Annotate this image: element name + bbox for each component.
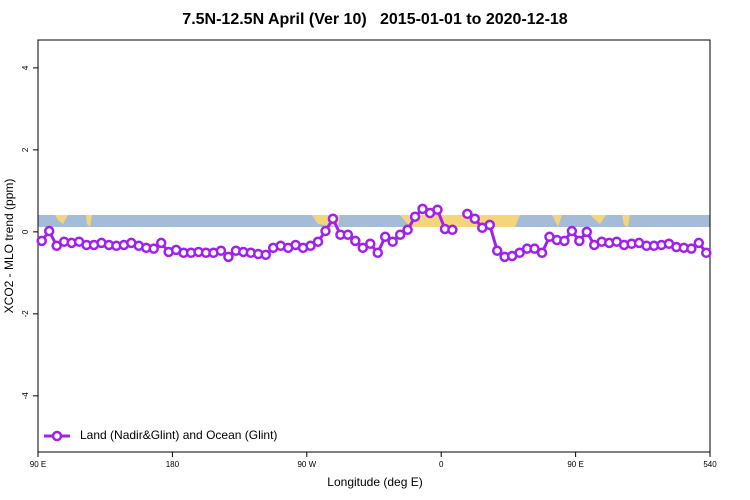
land-patch bbox=[590, 215, 606, 224]
data-point bbox=[342, 229, 354, 240]
data-point bbox=[320, 225, 331, 237]
data-point bbox=[51, 240, 62, 252]
data-point bbox=[312, 236, 324, 247]
data-point bbox=[462, 208, 473, 220]
data-point bbox=[701, 247, 712, 259]
data-point bbox=[260, 249, 271, 261]
data-point bbox=[536, 247, 548, 259]
data-point bbox=[581, 226, 593, 238]
data-point bbox=[409, 211, 421, 222]
data-point bbox=[43, 225, 55, 237]
data-point bbox=[566, 225, 578, 237]
data-point bbox=[215, 245, 227, 256]
land-patch bbox=[622, 215, 630, 227]
data-point bbox=[365, 238, 376, 249]
plot-frame bbox=[37, 39, 711, 453]
land-patch bbox=[86, 215, 92, 227]
x-tick-label: 540 bbox=[703, 460, 717, 469]
y-tick-label: -2 bbox=[21, 310, 30, 318]
data-point bbox=[432, 204, 443, 215]
x-axis-label: Longitude (deg E) bbox=[327, 475, 422, 489]
x-tick-label: 90 E bbox=[30, 460, 46, 469]
data-point bbox=[686, 243, 697, 254]
data-point bbox=[223, 251, 234, 263]
data-point bbox=[447, 224, 458, 236]
land-patch bbox=[552, 215, 562, 227]
land-patch bbox=[55, 215, 68, 224]
legend-marker bbox=[51, 430, 63, 442]
land-ocean-band bbox=[38, 215, 710, 227]
data-point bbox=[379, 231, 391, 243]
data-point bbox=[36, 235, 47, 247]
x-tick-label: 90 W bbox=[297, 460, 316, 469]
data-point bbox=[372, 247, 383, 259]
y-tick-label: -4 bbox=[21, 392, 30, 400]
data-point bbox=[350, 235, 361, 247]
data-point bbox=[693, 237, 705, 249]
data-point bbox=[155, 237, 167, 249]
x-tick-label: 0 bbox=[439, 460, 444, 469]
x-tick-label: 90 E bbox=[567, 460, 583, 469]
y-tick-label: 2 bbox=[21, 147, 30, 152]
data-point bbox=[529, 243, 540, 254]
y-tick-label: 4 bbox=[21, 65, 30, 70]
data-point bbox=[417, 203, 428, 215]
data-point bbox=[394, 229, 406, 240]
data-point bbox=[305, 240, 316, 252]
data-point bbox=[327, 213, 339, 224]
x-tick-label: 180 bbox=[166, 460, 180, 469]
data-point bbox=[484, 219, 495, 231]
data-point bbox=[357, 242, 369, 254]
legend: Land (Nadir&Glint) and Ocean (Glint) bbox=[44, 428, 277, 442]
data-point bbox=[402, 224, 413, 236]
y-tick-label: 0 bbox=[21, 229, 30, 234]
ocean-band bbox=[38, 215, 710, 227]
data-point bbox=[148, 243, 159, 254]
y-axis-label: XCO2 - MLO trend (ppm) bbox=[2, 179, 16, 314]
legend-label: Land (Nadir&Glint) and Ocean (Glint) bbox=[80, 428, 277, 442]
chart-title: 7.5N-12.5N April (Ver 10) 2015-01-01 to … bbox=[182, 11, 567, 28]
data-point bbox=[387, 236, 398, 247]
data-point bbox=[514, 247, 525, 259]
data-point bbox=[491, 245, 503, 256]
data-point bbox=[574, 235, 585, 247]
data-point bbox=[469, 213, 481, 224]
data-point bbox=[559, 235, 570, 247]
